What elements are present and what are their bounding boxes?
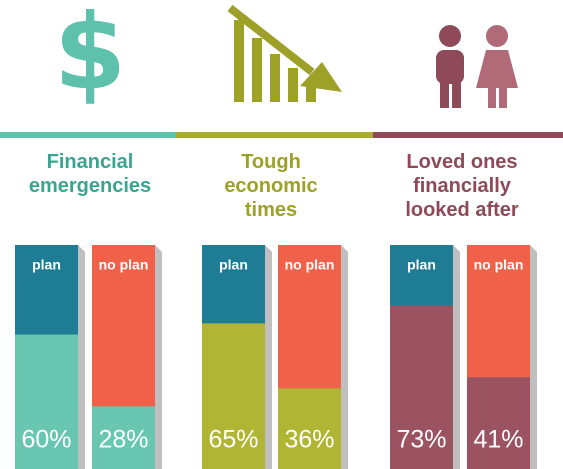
- group-title: Loved ones financially looked after: [405, 151, 519, 221]
- group-title: Financial emergencies: [28, 151, 152, 197]
- column-side: [155, 245, 162, 469]
- value-label: 60%: [21, 426, 71, 454]
- bar: [390, 305, 453, 469]
- column-side: [341, 245, 348, 469]
- group-title: Tough economic times: [224, 151, 318, 221]
- value-label: 36%: [284, 426, 334, 454]
- column-side: [78, 245, 85, 469]
- divider: [0, 132, 176, 138]
- category-label: no plan: [474, 257, 524, 273]
- column-side: [530, 245, 537, 469]
- decline-icon: [227, 4, 342, 102]
- bar: [278, 388, 341, 469]
- category-label: no plan: [285, 257, 335, 273]
- column-side: [265, 245, 272, 469]
- value-label: 65%: [208, 426, 258, 454]
- divider: [176, 132, 373, 138]
- value-label: 41%: [473, 426, 523, 454]
- bar: [15, 334, 78, 469]
- divider: [373, 132, 563, 138]
- couple-icon: [436, 25, 518, 108]
- bar: [467, 377, 530, 469]
- category-label: plan: [219, 257, 248, 273]
- column-side: [453, 245, 460, 469]
- value-label: 73%: [396, 426, 446, 454]
- bar: [202, 323, 265, 469]
- category-label: plan: [32, 257, 61, 273]
- svg-text:$: $: [54, 0, 126, 113]
- category-label: plan: [407, 257, 436, 273]
- bar: [92, 406, 155, 469]
- dollar-icon: $: [54, 0, 126, 113]
- value-label: 28%: [98, 426, 148, 454]
- category-label: no plan: [99, 257, 149, 273]
